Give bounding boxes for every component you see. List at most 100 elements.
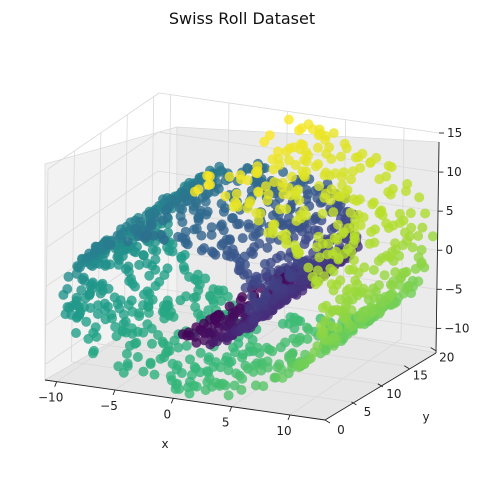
data-point (146, 323, 157, 334)
y-axis-line (324, 352, 437, 421)
data-point (309, 347, 320, 358)
data-point (338, 312, 349, 323)
data-point (303, 262, 314, 273)
data-point (368, 283, 379, 294)
data-point (290, 160, 301, 170)
data-point (235, 295, 246, 306)
data-point (345, 207, 356, 218)
z-gridline-back (158, 92, 440, 134)
data-point (258, 381, 269, 392)
data-point (335, 294, 345, 305)
data-point (299, 358, 310, 369)
data-point (385, 290, 396, 301)
x-tick-label: −10 (38, 391, 63, 405)
data-point (314, 181, 325, 192)
data-point (237, 233, 248, 244)
data-point (259, 136, 270, 147)
y-gridline-left (44, 168, 49, 381)
data-point (230, 347, 241, 358)
data-point (366, 226, 377, 237)
data-point (373, 256, 384, 266)
y-axis-label: y (422, 410, 429, 424)
data-point (253, 215, 264, 226)
data-point (138, 366, 149, 377)
data-point (248, 231, 259, 242)
x-axis-label: x (161, 437, 168, 451)
data-point (310, 161, 321, 172)
data-point (124, 340, 135, 351)
data-point (268, 210, 278, 221)
data-point (253, 187, 264, 198)
data-point (269, 282, 280, 293)
data-point (176, 368, 187, 378)
data-point (192, 275, 203, 286)
data-point (259, 259, 270, 269)
data-point (284, 270, 295, 281)
z-tick-label: 5 (446, 204, 454, 218)
data-point (254, 348, 265, 359)
x-axis-line (44, 379, 326, 421)
data-point (176, 253, 187, 264)
data-point (321, 300, 332, 311)
y-tick-label: 20 (439, 351, 454, 365)
y-tick-label: 0 (337, 423, 345, 437)
data-point (85, 303, 96, 313)
data-point (62, 284, 73, 294)
y-tick-labels: 0 5 10 15 20 (324, 347, 454, 437)
data-point (207, 294, 218, 305)
data-point (178, 261, 189, 272)
data-point (244, 305, 255, 316)
data-point (420, 208, 431, 219)
data-point (223, 365, 234, 376)
data-point (277, 318, 288, 329)
y-tick-mark (351, 401, 357, 406)
data-point (348, 194, 359, 205)
y-gridline-left (71, 150, 75, 362)
data-point (368, 265, 379, 275)
data-point (365, 157, 376, 168)
data-point (140, 233, 151, 244)
data-point (231, 188, 242, 199)
data-point (124, 276, 135, 287)
data-point (159, 313, 170, 324)
data-point (383, 187, 394, 197)
data-point (224, 171, 235, 182)
data-point (173, 342, 184, 353)
axes (44, 141, 440, 421)
z-tick-label: 0 (445, 243, 453, 257)
data-point (111, 331, 122, 342)
x-gridline-floor (289, 338, 402, 416)
data-point (314, 252, 325, 263)
z-tick-label: 10 (446, 165, 461, 179)
data-point (333, 219, 343, 230)
data-point (240, 282, 251, 293)
data-point (114, 303, 125, 314)
data-point (63, 271, 74, 282)
data-point (203, 305, 214, 316)
data-point (206, 229, 217, 240)
data-point (417, 222, 428, 233)
data-point (161, 204, 172, 215)
data-point (328, 207, 339, 218)
data-point (390, 267, 401, 278)
x-tick-mark (229, 406, 233, 412)
data-point (384, 252, 395, 263)
data-point (248, 314, 259, 325)
data-point (242, 203, 253, 214)
data-point (71, 328, 81, 338)
data-point (350, 152, 361, 163)
data-point (132, 352, 143, 362)
data-point (401, 186, 411, 197)
data-point (181, 340, 192, 351)
data-point (288, 142, 299, 153)
data-point (383, 223, 394, 233)
data-point (344, 264, 355, 275)
data-point (301, 156, 312, 167)
data-point (64, 302, 75, 313)
data-point (134, 259, 145, 270)
data-point (252, 168, 263, 179)
data-point (256, 365, 267, 376)
x-tick-mark (170, 398, 174, 404)
data-point (100, 314, 111, 325)
data-point (427, 231, 438, 242)
